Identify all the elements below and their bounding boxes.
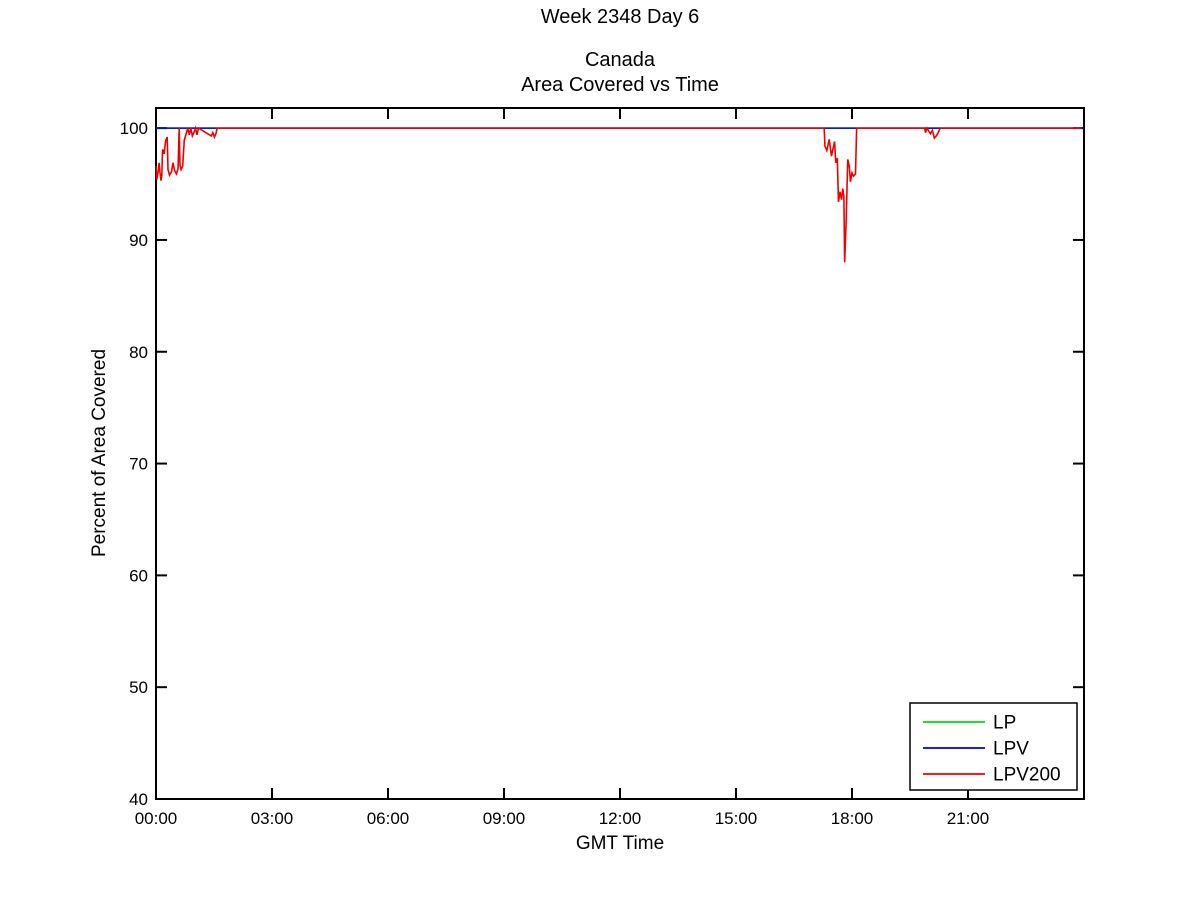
chart-title-line2: Area Covered vs Time	[521, 74, 719, 96]
x-axis-label: GMT Time	[575, 833, 665, 854]
chart-title-line1: Canada	[584, 49, 656, 71]
x-tick-label: 15:00	[715, 809, 758, 828]
series-line-LPV200	[155, 125, 1082, 263]
x-tick-label: 18:00	[831, 809, 874, 828]
chart-title: Canada Area Covered vs Time	[156, 48, 1084, 98]
x-tick-label: 09:00	[483, 809, 526, 828]
x-tick-label: 12:00	[599, 809, 642, 828]
figure-suptitle: Week 2348 Day 6	[540, 6, 700, 28]
y-tick-label: 60	[129, 566, 148, 585]
y-tick-label: 50	[129, 678, 148, 697]
x-tick-label: 03:00	[251, 809, 294, 828]
x-tick-label: 00:00	[135, 809, 178, 828]
y-tick-label: 100	[120, 119, 148, 138]
y-tick-label: 40	[129, 790, 148, 809]
legend-box	[909, 702, 1078, 791]
plot-box	[155, 107, 1085, 800]
legend-label-LPV200: LPV200	[993, 765, 1061, 786]
y-tick-label: 80	[129, 343, 148, 362]
x-tick-label: 06:00	[367, 809, 410, 828]
x-tick-label: 21:00	[947, 809, 990, 828]
legend-label-LP: LP	[993, 713, 1016, 734]
y-tick-label: 70	[129, 455, 148, 474]
legend-label-LPV: LPV	[993, 739, 1029, 760]
y-tick-label: 90	[129, 231, 148, 250]
